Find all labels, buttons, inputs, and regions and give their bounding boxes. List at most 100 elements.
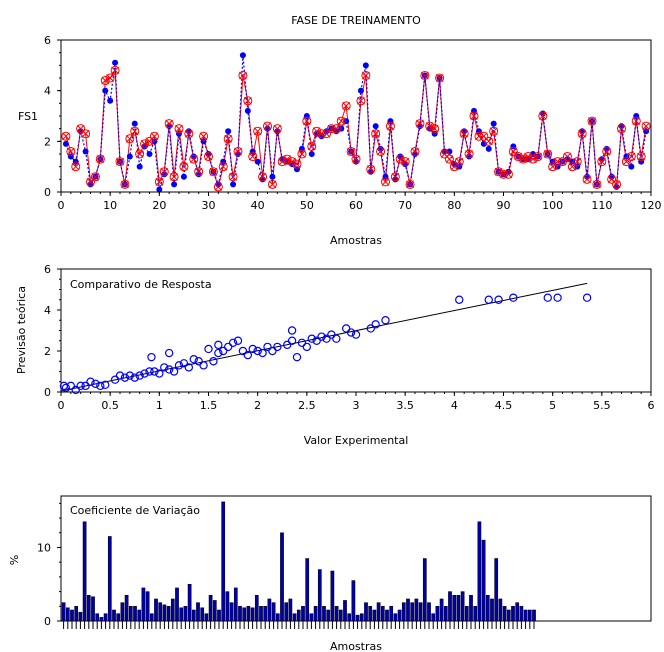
series-red-point: [390, 172, 400, 182]
series-red-point: [420, 70, 430, 80]
series-red-point: [292, 159, 302, 169]
chart1-xtick-label: 70: [398, 199, 412, 212]
chart2-xtick-label: 3.5: [396, 399, 414, 412]
series-red-point: [287, 157, 297, 167]
bar: [351, 580, 356, 622]
chart3-xlabel: Amostras: [330, 640, 382, 652]
bar: [82, 521, 87, 622]
chart1-marks: [61, 52, 651, 193]
chart2-ytick-label: 4: [44, 304, 51, 317]
bar: [145, 591, 150, 622]
bar: [95, 613, 100, 622]
series-red-point: [115, 157, 125, 167]
chart1-ytick-label: 2: [44, 135, 51, 148]
bar: [494, 558, 499, 622]
chart2-ylabel: Previsão teórica: [15, 286, 28, 374]
bar: [519, 606, 524, 622]
chart3-title: Coeficiente de Variação: [70, 504, 200, 517]
series-red-point: [538, 111, 548, 121]
bar: [242, 607, 247, 622]
scatter-point: [509, 293, 518, 302]
bar: [271, 602, 276, 622]
series-red-point: [582, 174, 592, 184]
bar: [200, 607, 205, 622]
series-red-point: [454, 157, 464, 167]
series-red-point: [351, 154, 361, 164]
chart1-xtick-label: 30: [202, 199, 216, 212]
series-red-point: [149, 131, 159, 141]
series-red-point: [543, 149, 553, 159]
series-red-point: [307, 141, 317, 151]
bar: [116, 613, 121, 622]
scatter-point: [76, 381, 85, 391]
series-red-point: [277, 157, 287, 167]
bar: [511, 606, 515, 622]
bar: [229, 602, 234, 622]
chart3-ytick-label: 10: [37, 541, 51, 554]
bar: [515, 602, 520, 622]
chart1-xtick-label: 50: [300, 199, 314, 212]
series-red-point: [204, 152, 213, 162]
bar: [280, 532, 284, 622]
series-red-point: [533, 152, 543, 162]
series-red-point: [469, 111, 479, 121]
series-red-point: [381, 177, 390, 187]
chart2-ytick-label: 2: [44, 345, 51, 358]
series-red-point: [263, 121, 272, 131]
scatter-point: [110, 375, 120, 384]
series-red-point: [90, 172, 100, 182]
series-red-point: [405, 179, 415, 189]
series-blue-point: [230, 181, 237, 188]
chart1-xtick-label: 90: [497, 199, 511, 212]
chart2-ytick-label: 6: [44, 263, 51, 276]
bar: [296, 609, 301, 622]
bar: [490, 598, 494, 622]
series-red-point: [238, 70, 248, 80]
bar: [452, 595, 457, 622]
series-red-point: [597, 157, 607, 167]
bar: [527, 609, 532, 622]
series-red-point: [361, 70, 371, 80]
bar: [238, 606, 242, 622]
series-red-point: [636, 152, 646, 162]
bar: [485, 595, 490, 622]
scatter-point: [366, 324, 375, 333]
series-blue-point: [269, 173, 276, 180]
bar: [137, 609, 142, 622]
scatter-point: [96, 381, 105, 391]
bar: [208, 595, 213, 622]
series-red-point: [464, 149, 474, 159]
series-red-point: [154, 177, 164, 187]
bar: [196, 602, 200, 622]
scatter-point: [101, 380, 110, 390]
scatter-point: [145, 367, 154, 376]
bar: [217, 609, 221, 622]
bar: [170, 598, 175, 622]
series-red-point: [71, 162, 81, 172]
chart2-xtick-label: 3: [353, 399, 360, 412]
bar: [326, 609, 331, 622]
bar: [427, 602, 431, 622]
scatter-point: [297, 338, 307, 347]
series-red-point: [302, 116, 312, 126]
variation-chart: Coeficiente de Variação % Amostras 0 10: [8, 495, 652, 652]
scatter-point: [150, 367, 159, 376]
series-red-point: [489, 126, 499, 136]
bar: [233, 587, 238, 622]
series-red-point: [135, 149, 145, 159]
series-blue-point: [490, 120, 497, 127]
bar: [498, 598, 503, 622]
bar: [456, 595, 461, 622]
series-blue-point: [362, 62, 369, 69]
chart1-xlabel: Amostras: [330, 234, 382, 247]
series-red-point: [631, 116, 641, 126]
scatter-point: [371, 320, 380, 329]
scatter-point: [351, 330, 361, 339]
chart1-xtick-label: 60: [349, 199, 363, 212]
bar: [422, 558, 427, 622]
series-blue-point: [146, 151, 153, 157]
series-red-point: [528, 154, 538, 164]
bar: [330, 570, 335, 622]
scatter-point: [287, 336, 297, 345]
